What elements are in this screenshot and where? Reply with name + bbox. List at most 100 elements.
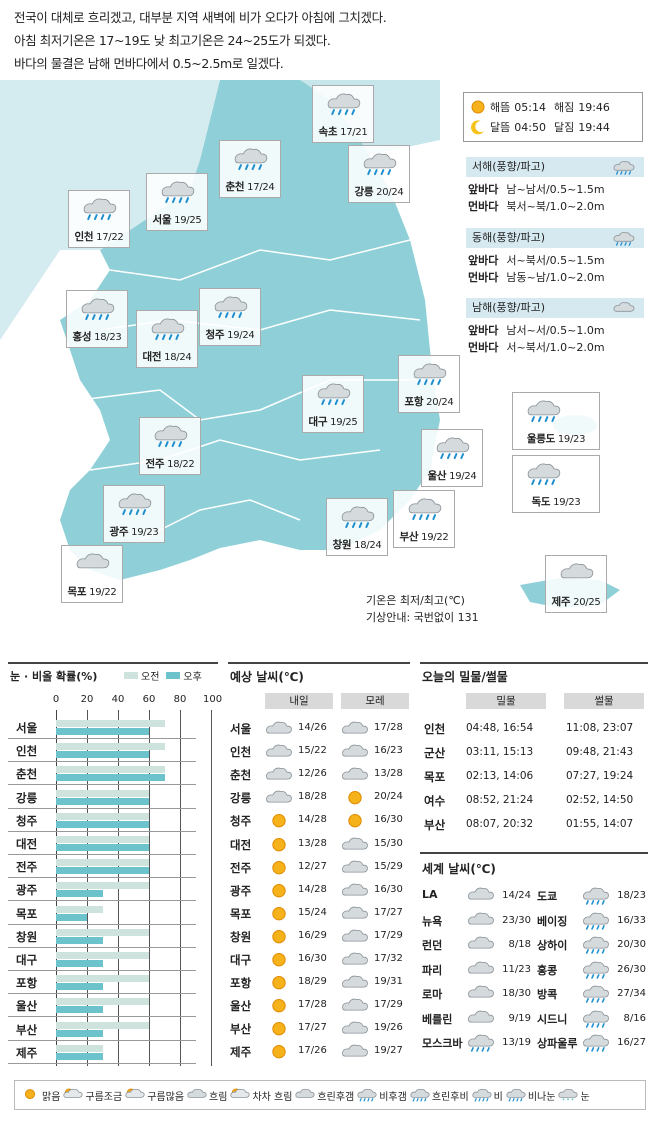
forecast-temp-tomorrow: 17/28 [298,999,327,1011]
tide-row: 군산 03:11, 15:13 09:48, 21:43 [420,742,650,764]
legend-label: 맑음 [42,1091,61,1103]
forecast-temp-tomorrow: 15/22 [298,745,327,757]
forecast-temp-tomorrow: 17/26 [298,1045,327,1057]
world-city-row: 상하이 20/30 [535,933,650,957]
cloudy-icon [468,887,494,900]
tide-low: 11:08, 23:07 [566,722,634,734]
rain-icon [583,936,609,954]
tide-low: 09:48, 21:43 [566,746,634,758]
forecast-city: 포항 [230,976,252,991]
forecast-temp-dayafter: 16/30 [374,883,403,895]
sea-east: 동해(풍향/파고) 앞바다 서~북서/0.5~1.5m 먼바다 남동~남/1.0~2… [466,228,644,286]
world-city: 모스크바 [422,1037,463,1050]
world-city: 도쿄 [537,890,558,903]
tide-row: 인천 04:48, 16:54 11:08, 23:07 [420,718,650,740]
rain-category-label: 광주 [16,883,38,898]
forecast-row: 울산 17/28 17/29 [228,994,408,1017]
world-city: 로마 [422,988,443,1001]
forecast-city: 서울 [230,722,252,736]
cloudy-icon [342,837,368,850]
city-label: 창원 18/24 [332,539,382,551]
row-separator [8,1062,196,1064]
rain-row: 목포 [0,902,210,925]
forecast-row: 광주 14/28 16/30 [228,879,408,902]
legend-item: 차차 흐림 [229,1087,292,1103]
forecast-col-tomorrow: 내일 [265,693,333,709]
cloudy-icon [266,790,292,803]
city-label: 부산 19/22 [399,531,449,543]
rain-bar-pm [56,913,87,921]
legend-label: 흐림 [209,1091,228,1103]
cloudy-icon [468,1010,494,1023]
forecast-temp-dayafter: 19/31 [374,976,403,988]
rain-icon [506,1088,526,1102]
sun-icon [272,999,286,1013]
rain-row: 창원 [0,925,210,948]
rain-bar-pm [56,1052,103,1060]
forecast-temp-tomorrow: 18/29 [298,976,327,988]
city-label: 홍성 18/23 [72,331,122,343]
legend-item: 맑음 [19,1087,60,1103]
rain-bar-am [56,720,165,727]
tide-high: 03:11, 15:13 [466,746,534,758]
map-note: 기온은 최저/최고(℃) 기상안내: 국번없이 131 [366,594,479,624]
city-label: 제주 20/25 [551,596,601,608]
rain-bar-pm [56,1006,103,1014]
rain-category-label: 강릉 [16,790,38,805]
forecast-row: 제주 17/26 19/27 [228,1040,408,1063]
legend-item: 흐린후갬 [294,1087,354,1103]
suncloud2-icon [125,1088,145,1098]
rain-bar-pm [56,728,149,735]
world-temp: 26/30 [617,963,646,975]
rain-row: 전주 [0,855,210,879]
city-label: 대전 18/24 [142,351,192,363]
cloudy-icon [266,767,292,780]
forecast-temp-tomorrow: 15/24 [298,906,327,918]
rain-rows: 서울 인천 춘천 강릉 청주 대전 전주 광주 목포 창원 대구 포항 울산 부산 제주 [0,716,230,1066]
forecast-temp-dayafter: 17/32 [374,953,403,964]
forecast-temp-tomorrow: 16/30 [298,953,327,964]
tide-low: 07:27, 19:24 [566,770,634,782]
rain-icon [234,148,268,171]
cloudy-icon [468,912,494,925]
rain-icon [583,985,609,1003]
rain-icon [613,232,635,246]
cloudy-icon [342,906,368,919]
world-city: 런던 [422,939,443,952]
forecast-row: 포항 18/29 19/31 [228,971,408,994]
world-city-row: 파리 11/23 [420,958,535,982]
tide-row: 여수 08:52, 21:24 02:52, 14:50 [420,790,650,812]
rain-icon [468,1034,494,1052]
rain-bar-am [56,789,149,797]
rain-category-label: 대전 [16,837,38,851]
world-city: 상하이 [537,939,568,952]
forecast-temp-dayafter: 17/29 [374,929,403,941]
city-box-jeju: 제주 20/25 [545,555,607,613]
forecast-city: 대전 [230,837,252,852]
divider [420,852,648,854]
city-box-sokcho: 속초 17/21 [312,85,374,143]
city-label: 청주 19/24 [205,329,255,341]
headline-line: 바다의 물결은 남해 먼바다에서 0.5~2.5m로 일겠다. [14,56,284,71]
row-separator [8,1039,196,1041]
rain-icon [583,887,609,905]
world-city-row: 모스크바 13/19 [420,1031,535,1055]
world-city-row: 홍콩 26/30 [535,958,650,982]
tide-port: 목포 [424,770,446,784]
row-separator [8,854,196,855]
cloudy-icon [613,302,635,312]
forecast-temp-dayafter: 15/30 [374,837,403,849]
city-label: 목포 19/22 [67,586,117,598]
rain-legend: 오전 오후 [124,668,202,683]
city-label: 서울 19/25 [152,214,202,226]
rain-bar-pm [56,867,149,875]
rain-icon [436,437,470,460]
rain-icon [527,463,561,486]
cloudy-icon [266,721,292,734]
legend-item: 흐림 [186,1087,227,1103]
rain-icon [527,400,561,423]
sun-icon [272,953,286,967]
tide-low: 02:52, 14:50 [566,794,634,806]
rain-icon [472,1088,492,1102]
rain-category-label: 제주 [16,1045,38,1060]
